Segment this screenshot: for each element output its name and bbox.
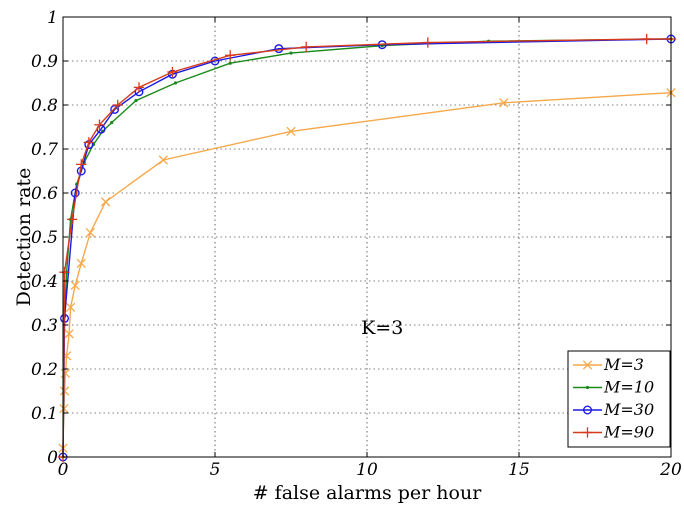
series-layer	[57, 33, 677, 463]
plus-marker	[94, 119, 105, 130]
legend-entry: M=10	[573, 378, 654, 397]
x-marker	[85, 227, 96, 238]
series-line	[62, 38, 671, 458]
legend-entry: M=30	[573, 400, 654, 419]
tick-labels: 0 5 10 15 20 0 0.1 0.2 0.3 0.4 0.5 0.6 0.7 0.8 0.9 1	[31, 8, 682, 480]
plus-marker	[59, 267, 70, 278]
plus-marker	[83, 137, 95, 148]
legend-label: M=90	[603, 423, 654, 442]
circle-marker	[583, 405, 593, 415]
legend-entry: M=90	[573, 423, 654, 442]
dot-marker	[585, 385, 590, 390]
plus-marker	[167, 66, 178, 78]
y-tick-label: 0.4	[31, 272, 58, 292]
legend-label: M=3	[603, 355, 644, 374]
legend-label: M=30	[603, 400, 654, 419]
series-m-90	[57, 33, 677, 463]
x-marker	[76, 258, 86, 269]
legend-entry: M=3	[573, 355, 644, 374]
y-tick-label: 0.3	[31, 316, 58, 336]
x-marker	[65, 302, 76, 313]
x-tick-label: 15	[508, 460, 530, 480]
x-tick-label: 10	[356, 460, 378, 480]
series-line	[62, 38, 672, 458]
x-marker	[499, 98, 509, 108]
x-marker	[158, 155, 168, 165]
y-tick-label: 0.8	[31, 96, 58, 116]
y-tick-label: 1	[47, 8, 58, 28]
x-tick-label: 5	[210, 460, 221, 480]
y-tick-label: 0.2	[31, 360, 58, 380]
plus-marker	[225, 50, 236, 61]
dot-marker	[228, 61, 232, 65]
plus-marker	[582, 427, 593, 438]
y-tick-label: 0.7	[31, 140, 58, 160]
legend: M=3 M=10 M=30 M=90	[567, 350, 671, 448]
plus-marker	[66, 214, 78, 225]
y-tick-label: 0.6	[31, 184, 58, 204]
plus-marker	[133, 82, 145, 93]
x-tick-label: 0	[58, 460, 69, 480]
x-marker	[64, 329, 74, 339]
y-axis-label: Detection rate	[13, 168, 35, 307]
y-tick-label: 0.5	[31, 228, 58, 248]
x-marker	[70, 280, 80, 291]
y-tick-label: 0.1	[31, 404, 58, 424]
plus-marker	[112, 99, 123, 111]
dot-marker	[134, 99, 138, 103]
plus-marker	[641, 33, 652, 45]
plus-marker	[76, 159, 87, 170]
x-marker	[59, 386, 70, 396]
x-marker	[286, 126, 296, 137]
dot-marker	[110, 121, 114, 125]
legend-label: M=10	[603, 378, 654, 397]
plus-marker	[422, 37, 433, 48]
circle-marker	[274, 44, 284, 54]
x-marker	[100, 197, 111, 207]
annotation-k3: K=3	[361, 317, 403, 339]
x-marker	[582, 360, 593, 370]
y-tick-label: 0	[47, 448, 58, 468]
plus-marker	[301, 41, 312, 53]
grid	[63, 17, 671, 457]
y-tick-label: 0.9	[31, 52, 58, 72]
dot-marker	[173, 81, 178, 85]
x-axis-label: # false alarms per hour	[253, 482, 482, 504]
dot-marker	[289, 51, 293, 55]
x-tick-label: 20	[659, 460, 682, 480]
